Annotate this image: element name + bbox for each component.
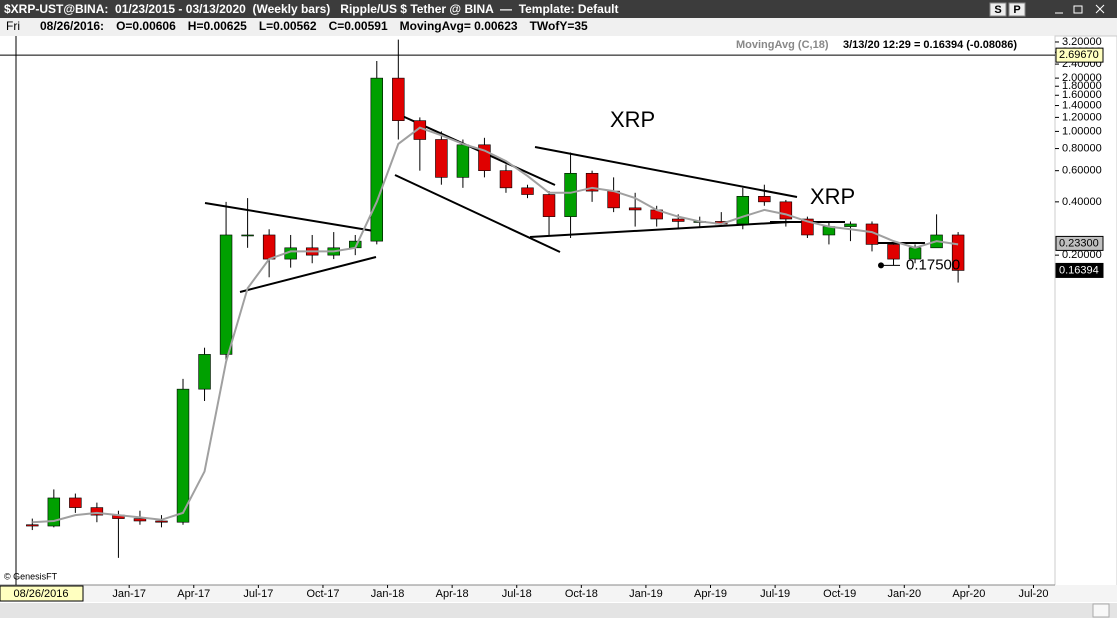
cursor-date: 08/26/2016 (13, 588, 68, 600)
price-box-label: 0.23300 (1059, 237, 1099, 249)
candle-body (736, 195, 750, 225)
info-field: Fri (6, 19, 20, 33)
candle-body (478, 144, 491, 171)
y-tick-label: 0.20000 (1062, 249, 1102, 261)
moving-average (32, 126, 959, 524)
y-tick-label: 1.80000 (1062, 80, 1102, 92)
y-tick-label: 0.60000 (1062, 165, 1102, 177)
info-field: C=0.00591 (329, 19, 388, 33)
scrollbar[interactable] (0, 603, 1117, 618)
candle-body (90, 507, 104, 516)
candle-body (176, 388, 190, 523)
info-bar (0, 18, 1117, 36)
annotation-label: XRP (810, 184, 855, 209)
copyright: © GenesisFT (4, 571, 58, 581)
price-box-label: 0.16394 (1059, 264, 1099, 276)
x-tick-label: Jan-17 (112, 588, 146, 600)
candle-body (607, 190, 620, 209)
price-box (1055, 262, 1104, 278)
cursor-date-box (0, 585, 84, 602)
info-field: MovingAvg= 0.00623 (400, 19, 518, 33)
date-axis (0, 585, 1117, 602)
indicator-label: MovingAvg (C,18) (736, 39, 829, 51)
candle-body (521, 187, 534, 195)
candle-body (26, 524, 39, 527)
button-label[interactable]: S (994, 4, 1001, 16)
candle-body (542, 194, 556, 217)
candle-body (262, 234, 276, 260)
y-tick-label: 0.80000 (1062, 142, 1102, 154)
candle-body (456, 144, 470, 178)
x-tick-label: Jan-20 (887, 588, 921, 600)
candle-body (671, 218, 685, 222)
candle-body (435, 139, 448, 178)
info-field: O=0.00606 (116, 19, 176, 33)
price-box-label: 2.69670 (1059, 49, 1099, 61)
info-field: H=0.00625 (188, 19, 247, 33)
candle-body (69, 497, 82, 508)
candle-body (951, 234, 965, 271)
candle-body (779, 201, 793, 220)
window-controls[interactable] (1055, 4, 1105, 14)
button[interactable] (989, 2, 1007, 17)
candle-body (370, 77, 384, 242)
x-tick-label: Apr-20 (952, 588, 985, 600)
y-tick-label: 0.40000 (1062, 196, 1102, 208)
y-tick-label: 3.20000 (1062, 36, 1102, 48)
x-tick-label: Oct-19 (823, 588, 856, 600)
y-tick-label: 1.00000 (1062, 125, 1102, 137)
info-field: 08/26/2016: (40, 19, 104, 33)
info-field: TWofY=35 (530, 19, 588, 33)
window-title: $XRP-UST@BINA: 01/23/2015 - 03/13/2020 (… (4, 2, 618, 16)
price-box (1055, 47, 1104, 63)
candle-body (758, 195, 771, 203)
candle-body (155, 520, 168, 523)
y-tick-label: 1.60000 (1062, 89, 1102, 101)
candle-body (844, 223, 857, 227)
x-tick-label: Oct-18 (565, 588, 598, 600)
x-tick-label: Jul-17 (243, 588, 273, 600)
info-field: L=0.00562 (259, 19, 317, 33)
x-tick-label: Jan-19 (629, 588, 663, 600)
candle-body (392, 77, 405, 121)
candle-body (47, 497, 61, 527)
y-tick-label: 1.40000 (1062, 99, 1102, 111)
button-label[interactable]: P (1013, 4, 1020, 16)
candle-body (241, 234, 254, 237)
info-fields: Fri 08/26/2016: O=0.00606 H=0.00625 L=0.0056… (6, 19, 588, 33)
annotation-label: XRP (610, 107, 655, 132)
x-tick-label: Oct-17 (306, 588, 339, 600)
x-tick-label: Jul-18 (502, 588, 532, 600)
annotation-text: 0.17500 (906, 256, 960, 273)
candle-body (887, 244, 900, 260)
candle-body (801, 218, 814, 236)
candle-body (499, 170, 513, 189)
scroll-arrow[interactable] (1092, 603, 1110, 618)
plot: 0.17500 (0, 39, 1055, 558)
cursor-readout: 3/13/20 12:29 = 0.16394 (-0.08086) (843, 39, 1017, 51)
x-tick-label: Jan-18 (371, 588, 405, 600)
x-tick-label: Apr-17 (177, 588, 210, 600)
candle-body (133, 518, 147, 522)
candle-body (564, 172, 577, 217)
x-tick-label: Apr-18 (436, 588, 469, 600)
candle-body (198, 354, 211, 390)
candle-body (628, 207, 642, 211)
candle-body (585, 172, 599, 192)
x-tick-label: Apr-19 (694, 588, 727, 600)
title-bar (0, 0, 1117, 18)
button[interactable] (1008, 2, 1026, 17)
x-tick-label: Jul-20 (1018, 588, 1048, 600)
y-tick-label: 2.00000 (1062, 72, 1102, 84)
candle-body (219, 234, 233, 355)
x-tick-label: Jul-19 (760, 588, 790, 600)
price-box (1055, 235, 1104, 251)
y-tick-label: 1.20000 (1062, 111, 1102, 123)
